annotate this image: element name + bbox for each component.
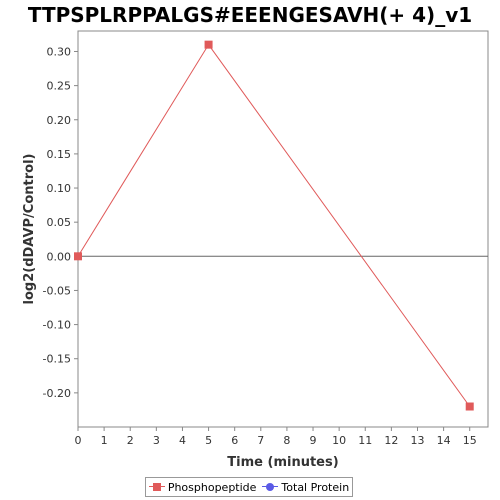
x-tick-label: 7: [257, 434, 264, 447]
x-axis-title: Time (minutes): [227, 455, 338, 470]
x-tick-label: 1: [101, 434, 108, 447]
y-tick-label: -0.15: [43, 353, 71, 366]
chart-title: TTPSPLRPPALGS#EEENGESAVH(+ 4)_v1: [27, 3, 473, 27]
data-point: [74, 252, 82, 261]
x-tick-label: 8: [283, 434, 290, 447]
legend-label: Total Protein: [281, 480, 350, 494]
x-axis: 0 1 2 3 4 5 6 7 8 9 10 11 12 13 14 15: [75, 427, 477, 447]
x-tick-label: 0: [75, 434, 82, 447]
y-axis-title: log2(dDAVP/Control): [22, 154, 37, 305]
data-point: [465, 402, 474, 411]
legend: Phosphopeptide Total Protein: [145, 477, 353, 497]
series-layer: [74, 40, 474, 411]
y-axis: -0.20 -0.15 -0.10 -0.05 0.00 0.05 0.10 0.15 0.20…: [43, 45, 78, 400]
legend-item-total-protein: Total Protein: [262, 481, 349, 494]
x-tick-label: 15: [463, 434, 477, 447]
y-tick-label: -0.05: [43, 284, 71, 297]
x-tick-label: 6: [231, 434, 238, 447]
x-tick-label: 12: [384, 434, 398, 447]
data-point: [204, 40, 213, 49]
x-tick-label: 11: [358, 434, 372, 447]
x-tick-label: 2: [127, 434, 134, 447]
x-tick-label: 4: [179, 434, 186, 447]
y-tick-label: -0.20: [43, 387, 71, 400]
x-tick-label: 3: [153, 434, 160, 447]
y-tick-label: 0.30: [47, 45, 72, 58]
y-tick-label: 0.20: [47, 114, 72, 127]
x-tick-label: 14: [437, 434, 451, 447]
x-tick-label: 13: [410, 434, 424, 447]
x-tick-label: 9: [310, 434, 317, 447]
y-tick-label: 0.00: [47, 250, 72, 263]
circle-marker-icon: [262, 482, 279, 492]
y-tick-label: 0.05: [47, 216, 72, 229]
legend-item-phosphopeptide: Phosphopeptide: [148, 480, 257, 494]
x-tick-label: 5: [205, 434, 212, 447]
legend-label: Phosphopeptide: [167, 480, 257, 494]
y-tick-label: 0.15: [47, 148, 72, 161]
y-tick-label: 0.10: [47, 182, 72, 195]
x-tick-label: 10: [332, 434, 346, 447]
square-marker-icon: [148, 482, 165, 492]
y-tick-label: 0.25: [47, 80, 72, 93]
y-tick-label: -0.10: [43, 319, 71, 332]
plot-area: [77, 30, 489, 428]
